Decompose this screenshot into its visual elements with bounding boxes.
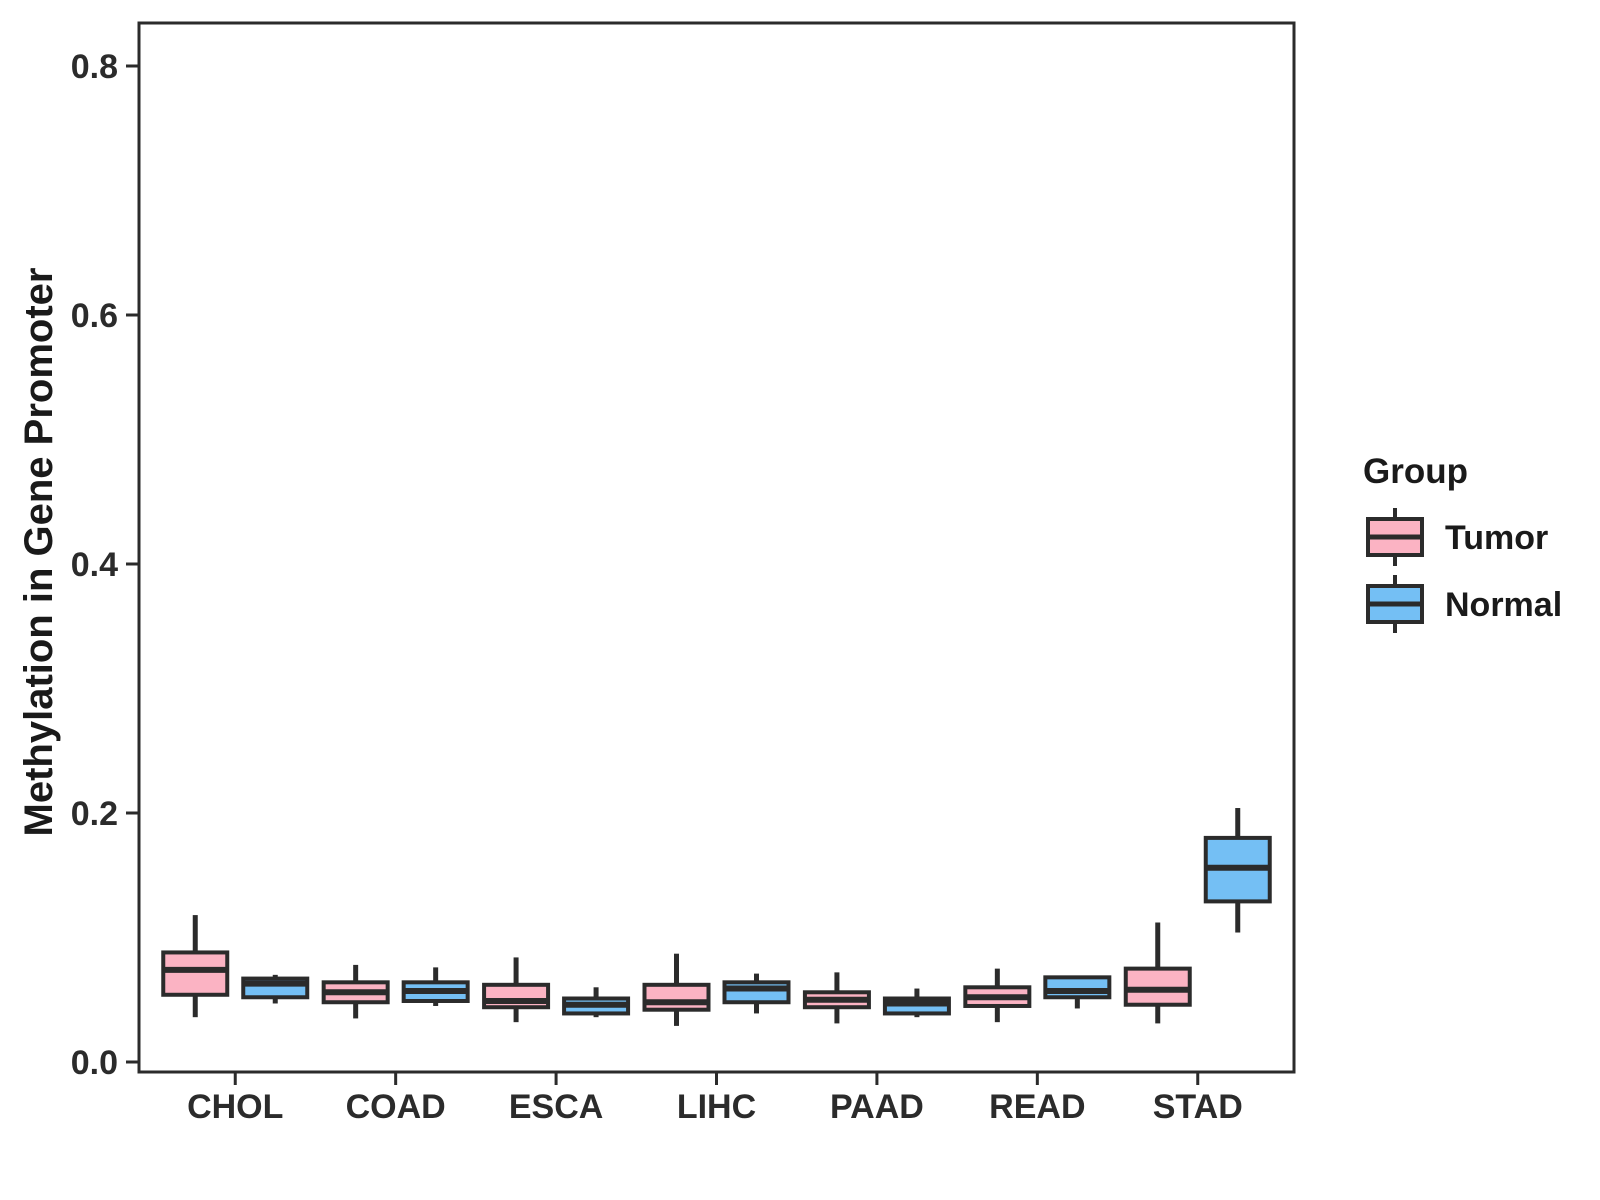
x-tick-label-coad: COAD bbox=[346, 1088, 446, 1126]
boxplot-read-tumor bbox=[963, 968, 1032, 1023]
x-tick-label-read: READ bbox=[989, 1088, 1085, 1126]
box-iqr bbox=[1123, 966, 1192, 1007]
y-tick-label: 0.2 bbox=[71, 795, 118, 833]
y-tick-label: 0.8 bbox=[71, 48, 118, 86]
x-tick-label-stad: STAD bbox=[1153, 1088, 1243, 1126]
boxplot-paad-normal bbox=[882, 988, 951, 1018]
boxplot-chol-normal bbox=[241, 974, 310, 1004]
x-tick-label-chol: CHOL bbox=[187, 1088, 283, 1126]
boxplot-read-normal bbox=[1043, 975, 1112, 1009]
boxplot-chol-tumor bbox=[161, 915, 230, 1018]
boxplot-esca-normal bbox=[562, 987, 631, 1018]
legend-key-tumor bbox=[1366, 508, 1424, 566]
boxplot-stad-tumor bbox=[1123, 922, 1192, 1024]
legend-label-tumor: Tumor bbox=[1445, 519, 1548, 557]
x-tick-label-esca: ESCA bbox=[509, 1088, 603, 1126]
box-iqr bbox=[722, 980, 791, 1005]
box-iqr bbox=[161, 950, 230, 997]
panel-border bbox=[137, 21, 1296, 1074]
y-tick-label: 0.4 bbox=[71, 546, 118, 584]
legend-key-normal bbox=[1366, 575, 1424, 633]
x-tick-label-paad: PAAD bbox=[830, 1088, 924, 1126]
boxplot-esca-tumor bbox=[482, 957, 551, 1023]
y-tick-label: 0.0 bbox=[71, 1044, 118, 1082]
y-axis-title: Methylation in Gene Promoter bbox=[17, 268, 61, 837]
boxplot-coad-normal bbox=[401, 967, 470, 1006]
legend-title: Group bbox=[1363, 452, 1468, 491]
boxplot-stad-normal bbox=[1203, 808, 1272, 933]
y-tick-label: 0.6 bbox=[71, 297, 118, 335]
x-tick-label-lihc: LIHC bbox=[677, 1088, 756, 1126]
box-iqr bbox=[642, 982, 711, 1012]
boxplot-paad-tumor bbox=[802, 972, 871, 1024]
boxplot-lihc-tumor bbox=[642, 953, 711, 1026]
boxplot-lihc-normal bbox=[722, 973, 791, 1014]
boxplot-coad-tumor bbox=[321, 964, 390, 1019]
legend-label-normal: Normal bbox=[1445, 586, 1562, 624]
box-iqr bbox=[1043, 975, 1112, 1000]
